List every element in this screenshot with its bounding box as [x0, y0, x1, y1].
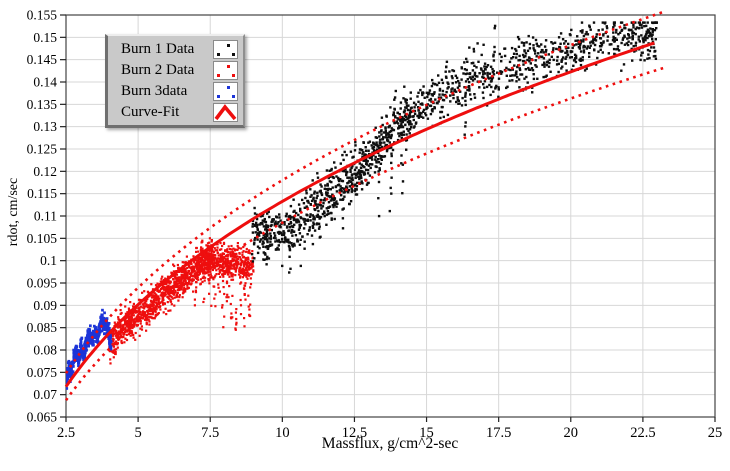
legend-item-burn-1-data[interactable]: Burn 1 Data: [121, 39, 238, 60]
legend-dot: [227, 65, 230, 68]
y-tick-label: 0.15: [33, 30, 57, 45]
legend-dot: [227, 44, 230, 47]
y-tick-label: 0.095: [27, 276, 58, 291]
y-tick-label: 0.09: [33, 298, 57, 313]
curve-fit-line: [64, 41, 655, 388]
y-tick-label: 0.13: [33, 119, 57, 134]
legend-item-burn-3data[interactable]: Burn 3data: [121, 81, 238, 102]
y-tick-label: 0.12: [33, 164, 57, 179]
plot-legend[interactable]: Burn 1 Data Burn 2 Data Burn 3data Curve-Fi…: [105, 34, 245, 128]
x-tick-label: 22.5: [630, 425, 655, 441]
x-tick-label: 20: [564, 425, 579, 441]
y-tick-label: 0.145: [27, 52, 58, 67]
x-tick-label: 17.5: [486, 425, 511, 441]
y-tick-label: 0.065: [27, 410, 58, 425]
legend-label: Burn 2 Data: [121, 62, 195, 78]
legend-dot: [217, 53, 220, 56]
x-tick-label: 25: [708, 425, 723, 441]
legend-scatter-swatch: [213, 40, 238, 59]
x-tick-label: 7.5: [201, 425, 219, 441]
legend-dot: [232, 53, 235, 56]
y-tick-label: 0.125: [27, 142, 58, 157]
legend-chevron-icon: [214, 104, 237, 121]
legend-dot: [217, 95, 220, 98]
y-tick-label: 0.075: [27, 365, 58, 380]
y-tick-label: 0.105: [27, 231, 58, 246]
legend-dot: [232, 95, 235, 98]
legend-dot: [232, 74, 235, 77]
legend-dot: [227, 86, 230, 89]
x-tick-label: 10: [275, 425, 290, 441]
y-tick-label: 0.14: [33, 75, 57, 90]
x-axis-title: Massflux, g/cm^2-sec: [321, 435, 459, 452]
legend-item-curve-fit[interactable]: Curve-Fit: [121, 102, 238, 123]
legend-dot: [217, 74, 220, 77]
legend-item-burn-2-data[interactable]: Burn 2 Data: [121, 60, 238, 81]
y-tick-label: 0.07: [33, 387, 57, 402]
y-tick-label: 0.11: [34, 209, 57, 224]
legend-scatter-swatch: [213, 82, 238, 101]
x-tick-label: 2.5: [57, 425, 75, 441]
legend-label: Burn 1 Data: [121, 41, 195, 57]
legend-line-swatch: [213, 103, 238, 122]
y-tick-label: 0.115: [27, 186, 57, 201]
x-tick-label: 5: [134, 425, 141, 441]
y-tick-label: 0.155: [27, 8, 58, 23]
y-tick-label: 0.085: [27, 320, 58, 335]
y-tick-label: 0.135: [27, 97, 58, 112]
x-tick-label: 12.5: [342, 425, 367, 441]
legend-label: Burn 3data: [121, 83, 188, 99]
legend-label: Curve-Fit: [121, 104, 180, 120]
legend-scatter-swatch: [213, 61, 238, 80]
x-tick-label: 15: [419, 425, 434, 441]
y-tick-label: 0.1: [40, 253, 57, 268]
y-tick-label: 0.08: [33, 343, 57, 358]
y-axis-title: rdot, cm/sec: [6, 177, 21, 247]
